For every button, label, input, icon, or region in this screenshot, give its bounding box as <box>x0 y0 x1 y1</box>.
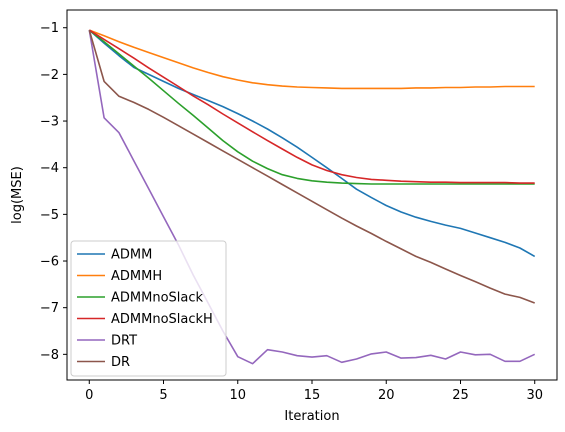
x-tick-label: 20 <box>378 388 395 403</box>
y-tick-label: −4 <box>40 161 59 176</box>
y-tick-label: −3 <box>40 115 59 130</box>
series-line-admmnoslackh <box>88 29 535 184</box>
y-axis: −8 −7 −6 −5 −4 −3 −2 −1 <box>40 21 67 363</box>
x-tick-label: 30 <box>526 388 543 403</box>
y-axis-title: log(MSE) <box>10 166 25 224</box>
series-layer <box>88 29 536 365</box>
y-tick-label: −6 <box>40 255 59 270</box>
legend-label: DRT <box>111 334 137 349</box>
x-axis: 0 5 10 15 20 25 30 <box>85 380 543 403</box>
legend-label: DR <box>111 355 130 370</box>
legend-label: ADMM <box>111 248 152 263</box>
series-line-admmh <box>89 29 535 90</box>
y-tick-label: −2 <box>40 68 59 83</box>
x-tick-label: 15 <box>304 388 321 403</box>
legend-label: ADMMH <box>111 269 162 284</box>
series-line-admm <box>88 29 536 258</box>
x-tick-label: 10 <box>229 388 246 403</box>
legend-label: ADMMnoSlack <box>111 291 204 306</box>
y-tick-label: −1 <box>40 21 59 36</box>
y-tick-label: −5 <box>40 208 59 223</box>
series-line-drt <box>88 29 536 365</box>
x-tick-label: 25 <box>452 388 469 403</box>
x-tick-label: 5 <box>159 388 167 403</box>
legend-label: ADMMnoSlackH <box>111 312 213 327</box>
series-line-admmnoslack <box>88 29 535 185</box>
y-tick-label: −8 <box>40 348 59 363</box>
y-tick-label: −7 <box>40 301 59 316</box>
legend-box <box>70 240 227 377</box>
series-line-dr <box>88 29 535 304</box>
legend: ADMM ADMMH ADMMnoSlack ADMMnoSlackH DRT DR <box>70 240 227 377</box>
x-axis-title: Iteration <box>284 409 339 424</box>
x-tick-label: 0 <box>85 388 93 403</box>
